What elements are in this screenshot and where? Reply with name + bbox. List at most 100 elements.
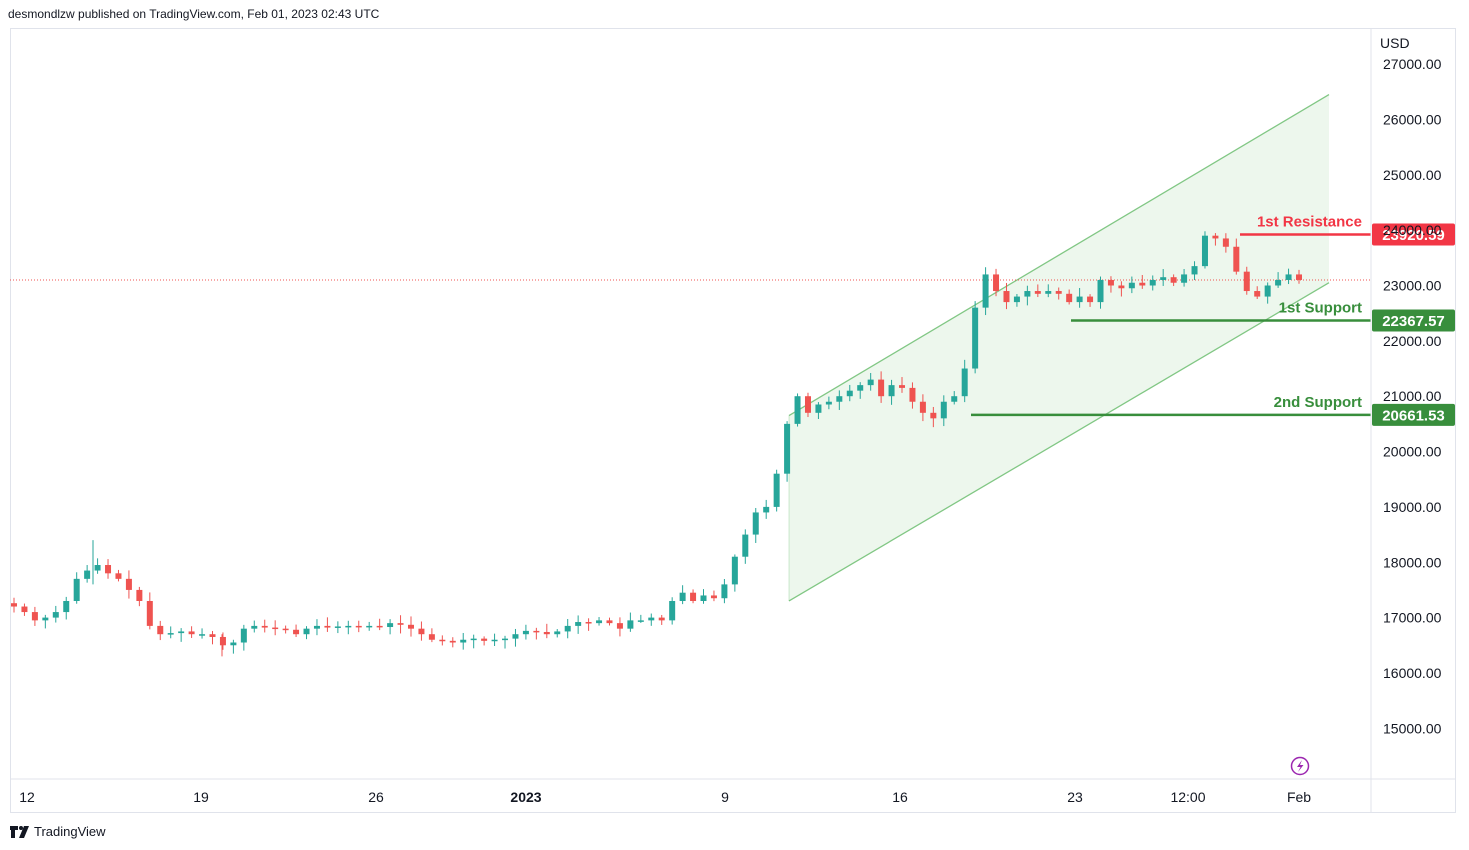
- candle-body: [804, 396, 811, 413]
- y-tick-label: 24000.00: [1383, 222, 1442, 238]
- channel-lower-line[interactable]: [788, 282, 1330, 602]
- level-name: 1st Resistance: [1257, 214, 1362, 231]
- candle-body: [178, 631, 185, 634]
- candle-body: [1076, 296, 1083, 303]
- candle-body: [1013, 296, 1020, 303]
- candle-body: [815, 404, 822, 413]
- candle-body: [313, 625, 320, 629]
- candle-body: [188, 631, 195, 635]
- y-tick-label: 19000.00: [1383, 499, 1442, 515]
- candle-body: [334, 626, 341, 628]
- candle-body: [324, 625, 331, 628]
- candle-body: [397, 623, 404, 625]
- candle-body: [982, 274, 989, 308]
- candle-body: [460, 639, 467, 643]
- candle-body: [575, 622, 582, 626]
- candle-body: [491, 639, 498, 642]
- candle-body: [648, 617, 655, 621]
- candle-body: [1243, 271, 1250, 292]
- candle-body: [428, 634, 435, 640]
- candle-body: [1181, 274, 1188, 283]
- candle-body: [972, 307, 979, 369]
- footer: TradingView: [10, 824, 106, 839]
- x-tick-label: 23: [1067, 789, 1083, 805]
- candle-body: [209, 634, 216, 637]
- y-tick-label: 23000.00: [1383, 278, 1442, 294]
- candle-body: [1275, 279, 1282, 286]
- axes: 15000.00 16000.00 17000.00 18000.00 19000.00…: [10, 29, 1456, 813]
- candle-body: [710, 595, 717, 599]
- candle-body: [1003, 291, 1010, 303]
- candle-body: [1045, 291, 1052, 294]
- candle-body: [481, 638, 488, 641]
- candle-body: [752, 512, 759, 535]
- candle-body: [230, 642, 237, 646]
- candle-body: [1024, 291, 1031, 297]
- candle-body: [951, 396, 958, 402]
- candle-body: [585, 622, 592, 624]
- y-tick-label: 16000.00: [1383, 665, 1442, 681]
- chart-frame: [10, 28, 1456, 813]
- candle-body: [993, 274, 1000, 292]
- candle-body: [867, 379, 874, 386]
- candle-body: [1170, 277, 1177, 283]
- y-tick-label: 17000.00: [1383, 610, 1442, 626]
- candle-body: [282, 628, 289, 631]
- candle-body: [888, 385, 895, 397]
- candle-body: [345, 625, 352, 628]
- level-name: 1st Support: [1279, 300, 1362, 317]
- tradingview-logo-icon: [10, 825, 30, 838]
- level-price-label: 20661.53: [1382, 407, 1445, 424]
- lightning-icon[interactable]: [1290, 756, 1310, 776]
- candle-body: [1254, 291, 1261, 297]
- candle-body: [303, 628, 310, 635]
- candle-body: [63, 600, 70, 613]
- candle-body: [1233, 246, 1240, 272]
- candle-body: [240, 628, 247, 643]
- level-price-tag: [1372, 403, 1455, 426]
- candle-body: [1128, 282, 1135, 289]
- candle-body: [21, 606, 28, 613]
- candle-body: [73, 578, 80, 601]
- candle-body: [637, 620, 644, 622]
- candle-body: [251, 625, 258, 629]
- candle-body: [543, 631, 550, 635]
- candle-body: [878, 379, 885, 397]
- y-tick-label: 26000.00: [1383, 111, 1442, 127]
- candle-body: [502, 638, 509, 641]
- channel-upper-line[interactable]: [788, 93, 1330, 417]
- candle-body: [742, 534, 749, 557]
- candle-body: [784, 423, 791, 474]
- currency-label: USD: [1380, 35, 1410, 51]
- level-name: 2nd Support: [1274, 394, 1362, 411]
- candle-body: [439, 639, 446, 642]
- y-tick-label: 20000.00: [1383, 444, 1442, 460]
- candle-body: [1066, 293, 1073, 303]
- candle-body: [366, 625, 373, 628]
- candle-body: [1212, 235, 1219, 239]
- candle-body: [1107, 279, 1114, 286]
- candle-body: [355, 625, 362, 628]
- candle-body: [125, 578, 132, 590]
- candle-body: [470, 638, 477, 641]
- candle-body: [961, 368, 968, 397]
- brand-name: TradingView: [34, 824, 106, 839]
- candle-body: [387, 623, 394, 628]
- candle-body: [157, 625, 164, 635]
- candle-body: [1285, 274, 1292, 280]
- publish-info: desmondlzw published on TradingView.com,…: [8, 7, 380, 21]
- candle-body: [616, 623, 623, 629]
- candle-body: [940, 401, 947, 419]
- candle-body: [136, 589, 143, 601]
- candle-body: [919, 401, 926, 413]
- y-tick-label: 15000.00: [1383, 720, 1442, 736]
- candle-body: [52, 612, 59, 618]
- candle-body: [199, 634, 206, 636]
- candle-body: [272, 627, 279, 630]
- level-lines: 1st Resistance 23920.59 1st Support 22367.5…: [971, 214, 1455, 426]
- candle-body: [219, 636, 226, 646]
- candle-body: [94, 565, 101, 571]
- candle-body: [84, 570, 91, 579]
- x-tick-label: 2023: [510, 789, 541, 805]
